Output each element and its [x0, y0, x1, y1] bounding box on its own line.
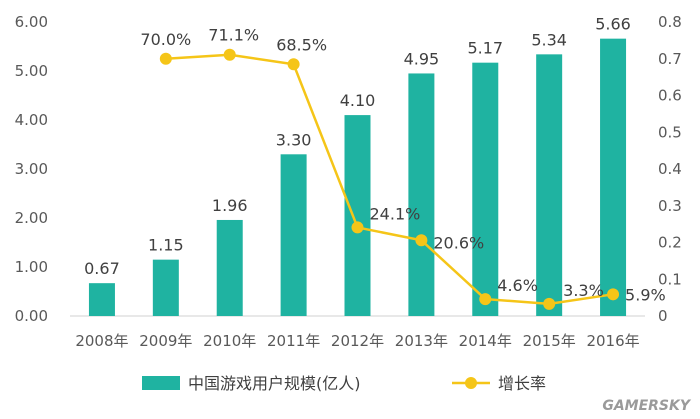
legend-line-marker	[465, 377, 477, 389]
y-right-tick-label: 0.7	[658, 50, 682, 68]
bar-value-label: 4.10	[340, 91, 376, 110]
growth-line-path	[165, 53, 614, 306]
bar-value-label: 5.66	[595, 15, 631, 34]
x-tick-label: 2015年	[523, 332, 576, 350]
bar	[472, 62, 499, 316]
legend: 中国游戏用户规模(亿人) 增长率	[142, 374, 546, 393]
x-tick-label: 2016年	[586, 332, 639, 350]
y-right-tick-label: 0.2	[658, 234, 682, 252]
axes: 0.001.002.003.004.005.006.0000.10.20.30.…	[15, 13, 682, 350]
bar-value-label: 5.34	[531, 30, 567, 49]
y-left-tick-label: 5.00	[15, 62, 48, 80]
growth-value-label: 20.6%	[433, 233, 484, 252]
y-right-tick-label: 0.6	[658, 87, 682, 105]
growth-point	[351, 221, 364, 234]
growth-value-label: 71.1%	[208, 26, 259, 45]
bar-value-label: 3.30	[276, 130, 312, 149]
growth-point	[159, 52, 172, 65]
y-right-tick-label: 0.5	[658, 123, 682, 141]
growth-value-label: 4.6%	[497, 276, 538, 295]
growth-value-label: 68.5%	[276, 35, 327, 54]
bar	[344, 115, 371, 316]
bar-value-label: 4.95	[404, 49, 440, 68]
bar-value-label: 0.67	[84, 259, 120, 278]
x-tick-label: 2012年	[331, 332, 384, 350]
growth-point	[223, 48, 236, 61]
growth-point	[415, 234, 428, 247]
y-right-tick-label: 0.4	[658, 160, 682, 178]
y-left-tick-label: 1.00	[15, 258, 48, 276]
growth-value-label: 70.0%	[140, 30, 191, 49]
watermark: GAMERSKY	[602, 398, 692, 414]
growth-point	[287, 58, 300, 71]
growth-line	[159, 48, 620, 310]
y-right-tick-label: 0.1	[658, 270, 682, 288]
bar	[408, 73, 435, 316]
y-right-tick-label: 0.3	[658, 197, 682, 215]
growth-point	[479, 293, 492, 306]
y-left-tick-label: 0.00	[15, 307, 48, 325]
x-tick-label: 2010年	[203, 332, 256, 350]
bar	[216, 219, 243, 316]
bar-value-label: 5.17	[467, 39, 503, 58]
y-right-tick-label: 0.8	[658, 13, 682, 31]
bar	[536, 54, 563, 317]
bars	[88, 38, 627, 317]
growth-point	[607, 288, 620, 301]
bar	[280, 154, 307, 316]
bar-value-label: 1.15	[148, 236, 184, 255]
bar	[88, 283, 115, 316]
bar	[600, 38, 627, 316]
y-left-tick-label: 2.00	[15, 209, 48, 227]
growth-value-label: 24.1%	[370, 204, 421, 223]
growth-value-label: 5.9%	[625, 285, 666, 304]
growth-point	[543, 297, 556, 310]
data-labels: 0.67 1.15 1.96 3.30 4.10 4.95 5.17 5.34 5.66 70.0…	[84, 15, 666, 305]
y-right-tick-label: 0	[658, 307, 668, 325]
y-left-tick-label: 6.00	[15, 13, 48, 31]
legend-line-label: 增长率	[498, 374, 546, 393]
x-tick-label: 2009年	[139, 332, 192, 350]
x-tick-label: 2011年	[267, 332, 320, 350]
y-left-tick-label: 3.00	[15, 160, 48, 178]
growth-value-label: 3.3%	[563, 281, 604, 300]
y-left-tick-label: 4.00	[15, 111, 48, 129]
x-tick-label: 2008年	[75, 332, 128, 350]
x-tick-label: 2013年	[395, 332, 448, 350]
bar	[152, 259, 179, 316]
bar-value-label: 1.96	[212, 196, 248, 215]
legend-bar-swatch	[142, 376, 180, 390]
x-tick-label: 2014年	[459, 332, 512, 350]
legend-bar-label: 中国游戏用户规模(亿人)	[188, 374, 361, 393]
